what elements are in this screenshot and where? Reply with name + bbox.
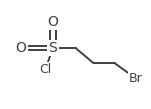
Text: Cl: Cl — [39, 63, 51, 76]
Text: O: O — [16, 41, 27, 55]
Text: S: S — [48, 41, 57, 55]
Text: Br: Br — [129, 72, 143, 85]
Text: O: O — [47, 15, 58, 29]
